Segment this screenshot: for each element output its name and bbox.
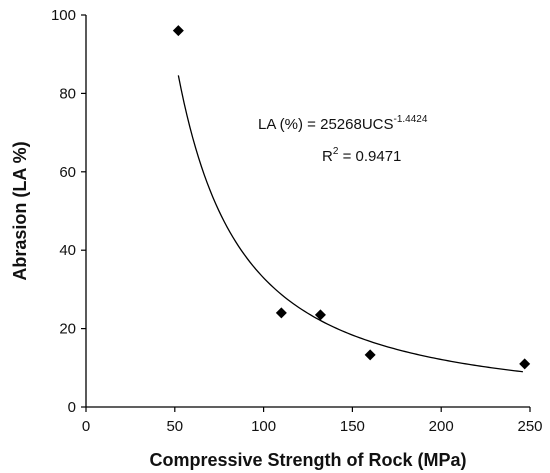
- y-axis-title: Abrasion (LA %): [10, 141, 30, 280]
- x-tick-label: 200: [429, 418, 454, 435]
- y-ticks: 0 20 40 60 80 100: [51, 7, 86, 416]
- x-tick-label: 0: [82, 418, 90, 435]
- equation-text: LA (%) = 25268UCS: [258, 116, 394, 133]
- data-points: [172, 25, 531, 370]
- r-squared-value: = 0.9471: [338, 148, 401, 165]
- x-tick-label: 100: [251, 418, 276, 435]
- x-tick-label: 250: [517, 418, 542, 435]
- x-ticks: 0 50 100 150 200 250: [82, 407, 543, 435]
- data-point: [172, 25, 184, 37]
- trendline-curve: [177, 75, 523, 373]
- equation-exponent: -1.4424: [394, 114, 428, 125]
- x-tick-label: 50: [166, 418, 183, 435]
- data-point: [519, 358, 531, 370]
- y-tick-label: 0: [68, 399, 76, 416]
- y-tick-label: 20: [59, 321, 76, 338]
- data-point: [364, 349, 376, 361]
- equation-annotation: LA (%) = 25268UCS-1.4424: [258, 114, 428, 133]
- x-tick-label: 150: [340, 418, 365, 435]
- y-tick-label: 40: [59, 242, 76, 259]
- data-point: [275, 307, 287, 319]
- data-point: [314, 309, 326, 321]
- r-squared-label: R: [322, 148, 333, 165]
- y-tick-label: 60: [59, 164, 76, 181]
- y-tick-label: 80: [59, 85, 76, 102]
- y-tick-label: 100: [51, 7, 76, 24]
- x-axis-title: Compressive Strength of Rock (MPa): [149, 450, 466, 470]
- r-squared-superscript: 2: [333, 146, 339, 157]
- r-squared-annotation: R2 = 0.9471: [322, 146, 401, 165]
